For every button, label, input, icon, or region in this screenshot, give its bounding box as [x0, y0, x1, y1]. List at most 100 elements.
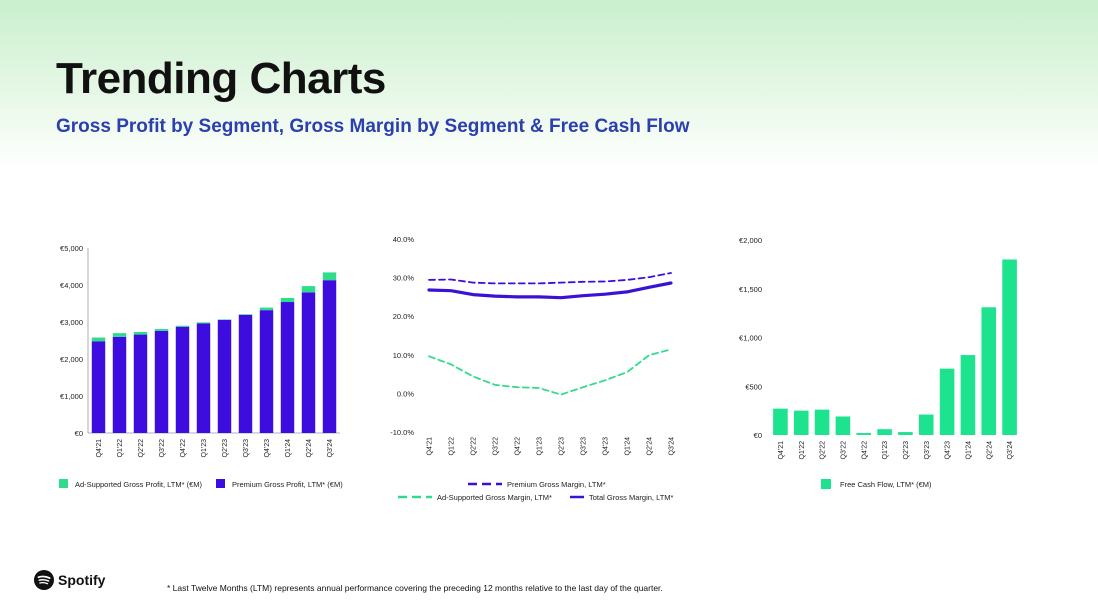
y-tick-label: 30.0% — [393, 274, 415, 283]
x-tick-label: Q4'21 — [778, 441, 785, 460]
legend-swatch-ad-supported — [59, 479, 68, 488]
x-tick-label: Q4'22 — [515, 437, 522, 456]
bar-ad-supported — [175, 325, 190, 327]
y-tick-label: €2,000 — [739, 236, 762, 245]
bar-premium — [154, 330, 169, 433]
bar-free-cash-flow — [1002, 259, 1017, 435]
bar-free-cash-flow — [856, 433, 872, 435]
bar-ad-supported — [112, 333, 127, 337]
y-tick-label: €4,000 — [60, 281, 83, 290]
bar-premium — [91, 341, 106, 433]
legend-label: Ad-Supported Gross Margin, LTM* — [437, 493, 552, 502]
x-tick-label: Q4'22 — [180, 439, 187, 458]
x-tick-label: Q3'24 — [327, 439, 334, 458]
x-tick-label: Q1'23 — [201, 439, 208, 458]
bar-free-cash-flow — [981, 307, 997, 435]
y-tick-label: -10.0% — [390, 428, 414, 437]
bar-premium — [322, 280, 337, 433]
bar-premium — [238, 314, 253, 433]
x-tick-label: Q1'23 — [537, 437, 544, 456]
y-tick-label: 0.0% — [397, 389, 414, 398]
bar-premium — [196, 323, 211, 433]
x-tick-label: Q4'23 — [945, 441, 952, 460]
x-tick-label: Q1'22 — [449, 437, 456, 456]
bar-premium — [112, 336, 127, 433]
y-tick-label: €0 — [754, 431, 762, 440]
line-total-gross-margin-ltm — [427, 281, 673, 300]
spotify-icon — [34, 570, 54, 590]
bar-free-cash-flow — [898, 432, 913, 435]
bar-free-cash-flow — [939, 368, 955, 435]
bar-ad-supported — [196, 322, 211, 324]
y-tick-label: €1,500 — [739, 285, 762, 294]
y-tick-label: €1,000 — [60, 392, 83, 401]
spotify-logo: Spotify — [34, 570, 105, 590]
x-tick-label: Q1'23 — [882, 441, 889, 460]
x-tick-label: Q4'21 — [427, 437, 434, 456]
bar-ad-supported — [133, 331, 148, 335]
x-tick-label: Q2'22 — [471, 437, 478, 456]
bar-premium — [217, 319, 232, 433]
x-tick-label: Q2'22 — [820, 441, 827, 460]
page-title: Trending Charts — [56, 54, 386, 103]
legend-label: Free Cash Flow, LTM* (€M) — [840, 480, 932, 489]
x-tick-label: Q3'22 — [840, 441, 847, 460]
y-tick-label: 40.0% — [393, 235, 415, 244]
x-tick-label: Q3'22 — [159, 439, 166, 458]
x-tick-label: Q2'23 — [222, 439, 229, 458]
bar-ad-supported — [280, 297, 295, 303]
x-tick-label: Q4'22 — [861, 441, 868, 460]
x-tick-label: Q3'24 — [669, 437, 676, 456]
bar-ad-supported — [91, 337, 106, 342]
bar-free-cash-flow — [814, 409, 830, 435]
bar-ad-supported — [322, 272, 337, 281]
x-tick-label: Q2'24 — [986, 441, 993, 460]
x-tick-label: Q1'24 — [625, 437, 632, 456]
x-tick-label: Q4'23 — [603, 437, 610, 456]
x-tick-label: Q1'24 — [285, 439, 292, 458]
bar-premium — [133, 334, 148, 433]
legend-label: Ad-Supported Gross Profit, LTM* (€M) — [75, 480, 202, 489]
line-ad-supported-gross-margin-ltm — [428, 348, 672, 396]
y-tick-label: €5,000 — [60, 244, 83, 253]
x-tick-label: Q1'24 — [965, 441, 972, 460]
y-tick-label: 10.0% — [393, 351, 415, 360]
footnote: * Last Twelve Months (LTM) represents an… — [167, 583, 663, 593]
legend-label: Premium Gross Profit, LTM* (€M) — [232, 480, 343, 489]
y-tick-label: €0 — [75, 429, 83, 438]
bar-premium — [301, 292, 316, 433]
y-tick-label: €500 — [745, 382, 762, 391]
x-tick-label: Q4'21 — [96, 439, 103, 458]
bar-free-cash-flow — [918, 414, 934, 435]
x-tick-label: Q3'24 — [1007, 441, 1014, 460]
bar-free-cash-flow — [835, 416, 851, 435]
x-tick-label: Q2'23 — [903, 441, 910, 460]
x-tick-label: Q2'24 — [647, 437, 654, 456]
x-tick-label: Q1'22 — [799, 441, 806, 460]
line-premium-gross-margin-ltm — [428, 272, 672, 285]
bar-ad-supported — [301, 286, 316, 293]
page-subtitle: Gross Profit by Segment, Gross Margin by… — [56, 116, 690, 137]
x-tick-label: Q2'24 — [306, 439, 313, 458]
x-tick-label: Q3'23 — [924, 441, 931, 460]
brand-name: Spotify — [58, 572, 106, 588]
bar-ad-supported — [238, 314, 253, 315]
y-tick-label: €3,000 — [60, 318, 83, 327]
bar-free-cash-flow — [877, 429, 892, 435]
x-tick-label: Q3'23 — [581, 437, 588, 456]
bar-premium — [259, 310, 274, 433]
legend-swatch-free-cash-flow — [821, 479, 831, 489]
bar-free-cash-flow — [773, 408, 788, 435]
legend-label: Premium Gross Margin, LTM* — [507, 480, 606, 489]
legend-label: Total Gross Margin, LTM* — [589, 493, 674, 502]
bar-ad-supported — [154, 329, 169, 331]
x-tick-label: Q2'23 — [559, 437, 566, 456]
bar-free-cash-flow — [793, 410, 809, 435]
x-tick-label: Q3'23 — [243, 439, 250, 458]
x-tick-label: Q3'22 — [493, 437, 500, 456]
x-tick-label: Q4'23 — [264, 439, 271, 458]
x-tick-label: Q1'22 — [117, 439, 124, 458]
